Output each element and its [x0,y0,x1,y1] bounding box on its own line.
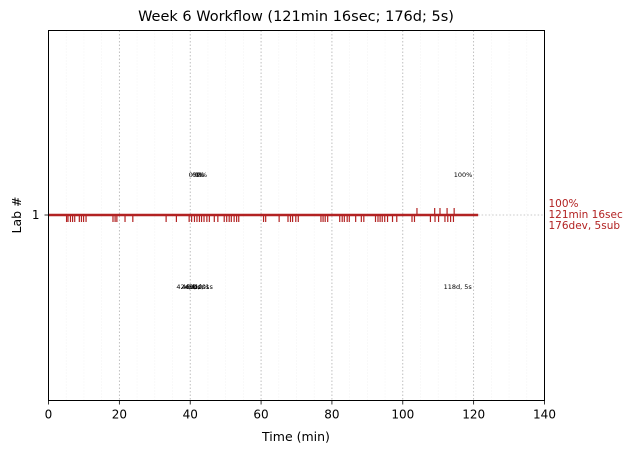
x-tick-label: 60 [253,408,268,422]
duration-label: 46d, 0s [182,283,207,291]
duration-label: 51d, 1s [189,283,214,291]
duration-label: 42d, 0s [176,283,201,291]
x-tick-label: 80 [324,408,339,422]
progress-label: 0% [197,171,207,179]
y-axis-label: Lab # [9,196,24,233]
duration-label: 118d, 5s [444,283,473,291]
duration-label: 49d, 0s [185,283,210,291]
progress-label: 100% [454,171,473,179]
progress-label: 0% [192,171,202,179]
x-axis-label: Time (min) [261,429,330,444]
x-tick-label: 20 [112,408,127,422]
grid-lines [65,30,528,401]
x-tick-label: 120 [462,408,485,422]
end-summary-label: 100% [549,198,579,210]
x-axis: 0 20 40 60 80 100 120 140 [45,400,556,422]
y-axis: 1 [32,208,49,222]
plot-frame [48,30,545,401]
chart-title: Week 6 Workflow (121min 16sec; 176d; 5s) [138,9,454,25]
x-tick-label: 100 [391,408,414,422]
end-summary-label: 176dev, 5sub [549,220,621,232]
x-tick-label: 0 [45,408,53,422]
end-summary-label: 121min 16sec [549,209,623,221]
y-tick-label: 1 [32,208,40,222]
progress-label: 0% [194,171,204,179]
x-tick-label: 140 [533,408,556,422]
progress-label: 0% [189,171,199,179]
x-tick-label: 40 [183,408,198,422]
